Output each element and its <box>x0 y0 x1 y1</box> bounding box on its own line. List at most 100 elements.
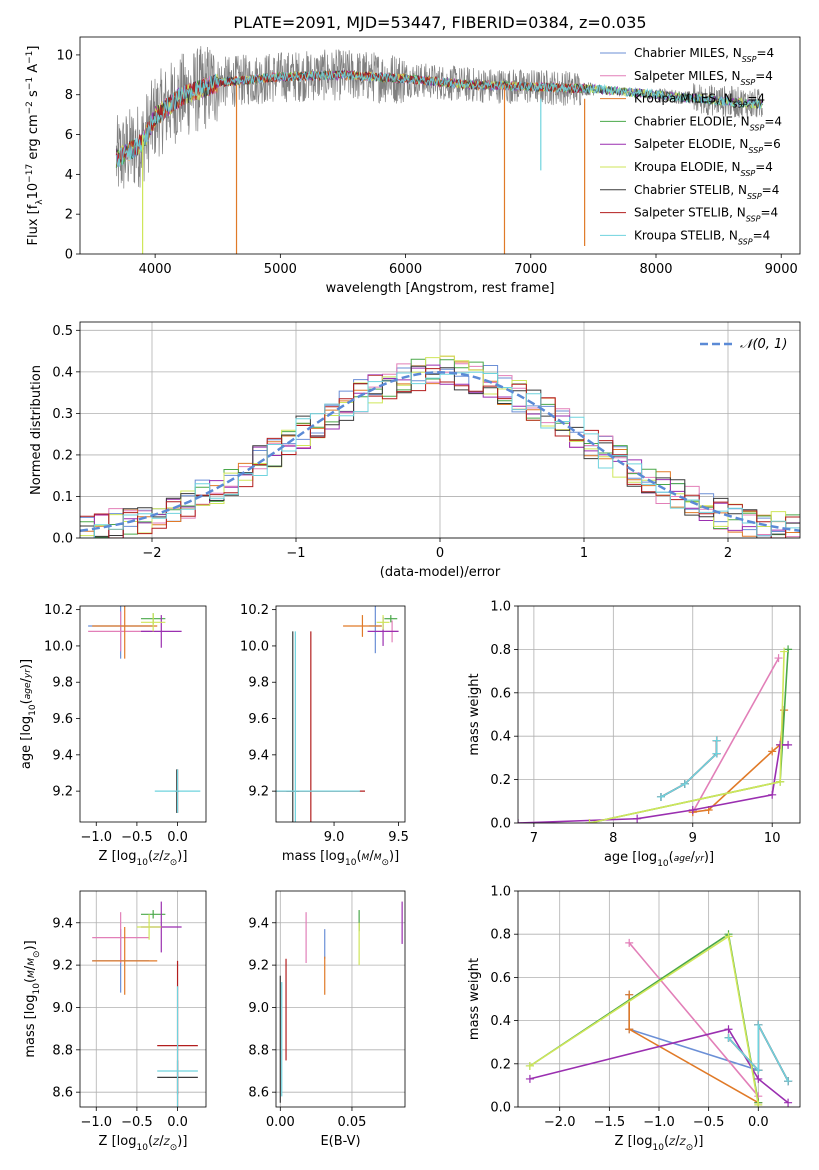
legend-entry: Chabrier STELIB, NSSP=4 <box>634 183 779 201</box>
weight_vs_Z-ylabel: mass weight <box>467 958 482 1040</box>
label-part: ⊙ <box>170 1143 178 1153</box>
age_vs_mass-xtick-label: 9.0 <box>324 830 345 845</box>
age_vs_mass-ytick-label: 9.8 <box>248 676 269 691</box>
age_vs_Z-ytick-label: 9.6 <box>52 712 73 727</box>
weight_vs_Z-xtick-label: −2.0 <box>544 1115 576 1130</box>
label-part: M <box>27 958 37 966</box>
data-point <box>384 615 398 623</box>
mass_vs_Z-frame <box>79 890 207 1108</box>
legend-entry-name: Chabrier STELIB, N <box>634 183 747 197</box>
weight_vs_Z-xtick-label: −1.5 <box>594 1115 626 1130</box>
age_vs_Z-ytick-label: 10.0 <box>44 639 73 654</box>
weight-line <box>660 740 718 798</box>
mass_vs_Z-axes: −1.0 −0.5 0.08.68.89.09.29.4Z [log10(Z/Z⊙)… <box>23 890 207 1153</box>
residuals-ytick-label: 0.3 <box>52 407 73 422</box>
weight_vs_Z-ytick-label: 0.6 <box>490 971 511 986</box>
weight_vs_Z-axes: −2.0 −1.5 −1.0 −0.5 0.0 0.0 0.2 0.4 0.6 0.8 1.0 Z [… <box>467 885 801 1153</box>
label-part: )] <box>693 1134 703 1149</box>
label-part: erg cm <box>26 114 41 163</box>
mass_vs_ebv-xtick-label: 0.00 <box>266 1115 295 1130</box>
label-part: age [log <box>604 850 657 865</box>
legend-entry-sub: SSP <box>750 123 765 132</box>
spectrum-ytick-label: 0 <box>65 248 73 263</box>
spectrum-ytick-label: 6 <box>65 128 73 143</box>
mass_vs_Z-xlabel: Z [log10(Z/Z⊙)] <box>99 1134 188 1153</box>
legend-entry-count: =4 <box>756 46 774 60</box>
label-part: λ <box>35 199 45 205</box>
legend-entry-count: =4 <box>764 114 782 128</box>
label-part: Z [log <box>615 1134 653 1149</box>
label-part: ( <box>664 1134 669 1149</box>
spectrum-frame <box>79 36 801 255</box>
weight-marker <box>774 654 783 663</box>
data-point <box>92 606 158 659</box>
legend-entry-name: Salpeter MILES, N <box>634 69 741 83</box>
label-part: ⊙ <box>32 950 42 958</box>
label-part: (data-model)/error <box>380 565 501 580</box>
label-part: Z <box>679 1138 687 1148</box>
spectrum-xtick-label: 9000 <box>765 262 798 277</box>
weight_vs_age-xtick-label: 8 <box>609 831 617 846</box>
label-part: Z <box>163 1138 171 1148</box>
label-part: )] <box>19 659 34 669</box>
data-point <box>92 912 150 963</box>
weight-marker <box>784 1098 793 1107</box>
label-part: A <box>26 64 41 77</box>
mass_vs_Z-ytick-label: 9.4 <box>52 916 73 931</box>
weight_vs_age-xlabel: age [log10(age/yr)] <box>604 850 714 869</box>
mass_vs_ebv-axes: 0.00 0.05 8.6 8.8 9.0 9.2 9.4 E(B-V) <box>248 890 406 1149</box>
label-part: / <box>159 849 164 864</box>
weight-marker <box>776 740 785 749</box>
label-part: ] <box>26 46 41 51</box>
label-part: mass [log <box>282 849 345 864</box>
weight-marker <box>625 990 634 999</box>
residuals-xtick-label: 1 <box>580 546 588 561</box>
label-part: 10 <box>32 983 42 995</box>
label-part: / <box>19 678 34 683</box>
weight-marker <box>688 805 697 814</box>
weight_vs_age-xtick-label: 10 <box>764 831 781 846</box>
label-part: 10 <box>26 183 41 200</box>
spectrum-ytick-label: 4 <box>65 168 73 183</box>
label-part: M <box>374 853 382 863</box>
label-part: 10 <box>657 859 669 869</box>
legend-entry: Kroupa ELODIE, NSSP=4 <box>634 160 773 178</box>
weight_vs_age-frame <box>517 605 801 824</box>
label-part: Flux [f <box>26 204 41 245</box>
label-part: ( <box>669 850 674 865</box>
age_vs_mass-ytick-label: 9.6 <box>248 712 269 727</box>
mass_vs_ebv-ytick-label: 9.2 <box>248 959 269 974</box>
weight-marker <box>754 1100 763 1107</box>
weight-line <box>692 657 780 813</box>
mass_vs_Z-xtick-label: 0.0 <box>167 1115 188 1130</box>
weight_vs_age-plot-area <box>518 645 793 823</box>
residuals-xtick-label: 0 <box>436 546 444 561</box>
legend-entry-name: Chabrier MILES, N <box>634 46 742 60</box>
label-part: / <box>369 849 374 864</box>
label-part: )] <box>389 849 399 864</box>
weight_vs_Z-xtick-label: −0.5 <box>693 1115 725 1130</box>
weight-marker <box>625 938 634 947</box>
label-part: 10 <box>28 704 38 716</box>
label-part: 10 <box>345 858 357 868</box>
label-part: 10 <box>136 858 148 868</box>
label-part: mass weight <box>467 958 482 1040</box>
residuals-ylabel: Normed distribution <box>29 365 44 495</box>
residuals-xtick-label: 2 <box>724 546 732 561</box>
legend-entry-sub: SSP <box>733 100 748 109</box>
legend-entry: Chabrier MILES, NSSP=4 <box>634 46 774 64</box>
label-part: )] <box>704 850 714 865</box>
weight-line <box>692 710 785 813</box>
weight-marker <box>754 1074 763 1083</box>
label-part: mass [log <box>23 994 38 1057</box>
weight-marker <box>712 736 721 745</box>
data-point <box>376 615 390 630</box>
label-part: ⊙ <box>686 1143 694 1153</box>
legend-entry-sub: SSP <box>741 169 756 178</box>
weight-line <box>589 651 785 823</box>
spectrum-axes: 4000 5000 6000 7000 8000 9000 0 2 4 6 8 10 wavelengt… <box>25 36 801 296</box>
mass_vs_ebv-ytick-label: 9.0 <box>248 1001 269 1016</box>
weight-marker <box>525 1074 534 1083</box>
